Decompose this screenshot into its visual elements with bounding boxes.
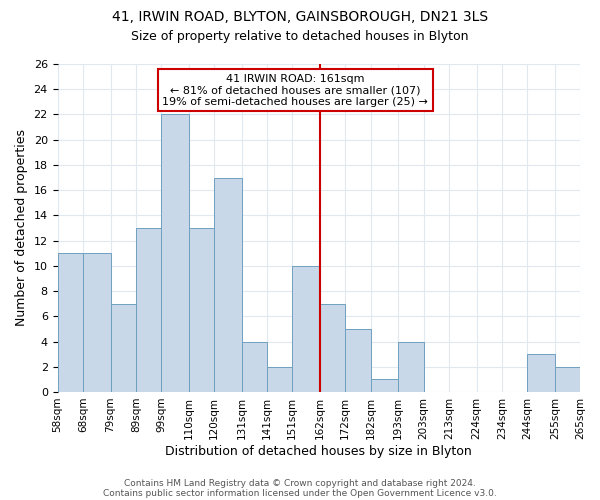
Bar <box>58 253 83 392</box>
Bar <box>214 178 242 392</box>
Bar <box>345 329 371 392</box>
Bar <box>320 304 345 392</box>
Text: 41 IRWIN ROAD: 161sqm
← 81% of detached houses are smaller (107)
19% of semi-det: 41 IRWIN ROAD: 161sqm ← 81% of detached … <box>163 74 428 107</box>
Text: Contains HM Land Registry data © Crown copyright and database right 2024.: Contains HM Land Registry data © Crown c… <box>124 478 476 488</box>
Bar <box>292 266 320 392</box>
Text: Size of property relative to detached houses in Blyton: Size of property relative to detached ho… <box>131 30 469 43</box>
Bar <box>83 253 110 392</box>
Y-axis label: Number of detached properties: Number of detached properties <box>15 130 28 326</box>
Bar <box>527 354 555 392</box>
Bar <box>189 228 214 392</box>
Bar <box>242 342 267 392</box>
Bar <box>398 342 424 392</box>
Bar <box>161 114 189 392</box>
X-axis label: Distribution of detached houses by size in Blyton: Distribution of detached houses by size … <box>166 444 472 458</box>
Text: 41, IRWIN ROAD, BLYTON, GAINSBOROUGH, DN21 3LS: 41, IRWIN ROAD, BLYTON, GAINSBOROUGH, DN… <box>112 10 488 24</box>
Text: Contains public sector information licensed under the Open Government Licence v3: Contains public sector information licen… <box>103 488 497 498</box>
Bar <box>555 366 580 392</box>
Bar <box>110 304 136 392</box>
Bar <box>267 366 292 392</box>
Bar <box>371 380 398 392</box>
Bar <box>136 228 161 392</box>
